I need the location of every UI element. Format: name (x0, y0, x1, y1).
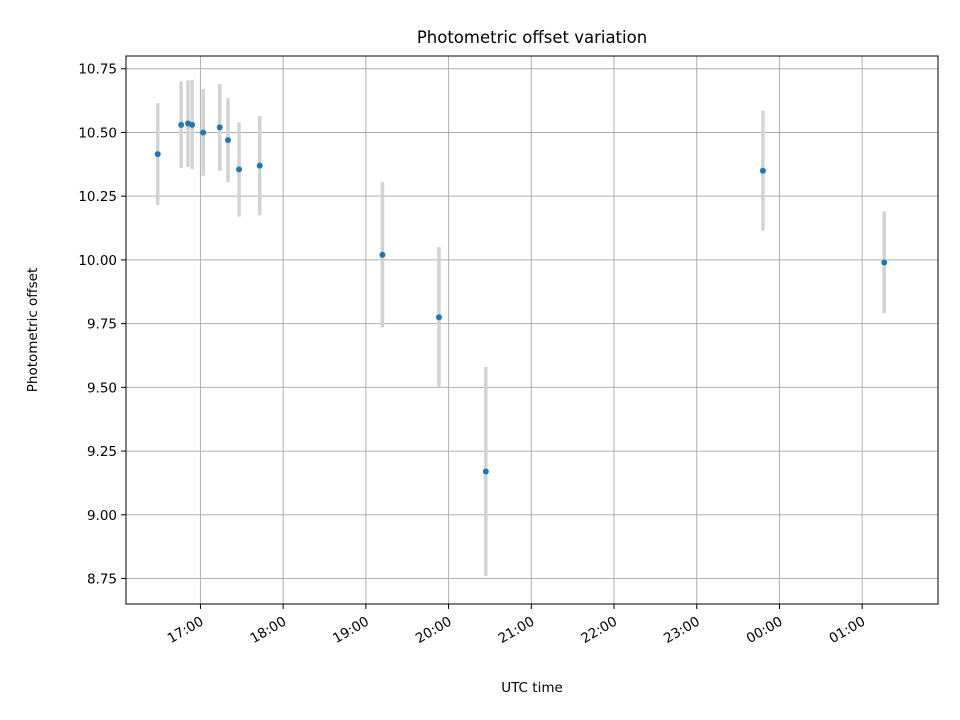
data-points (154, 120, 888, 475)
data-point (236, 166, 243, 173)
y-tick-label: 9.25 (87, 444, 117, 460)
y-tick-label: 8.75 (87, 572, 117, 588)
y-tick-label: 9.00 (87, 508, 117, 524)
y-tick-label: 10.50 (78, 125, 117, 141)
data-point (178, 121, 185, 128)
data-point (189, 121, 196, 128)
data-point (759, 167, 766, 174)
grid-lines (126, 56, 938, 604)
data-point (482, 468, 489, 475)
data-point (154, 151, 161, 158)
chart-title: Photometric offset variation (417, 28, 647, 47)
data-point (256, 162, 263, 169)
data-point (225, 137, 232, 144)
data-point (216, 124, 223, 131)
y-tick-label: 9.50 (87, 380, 117, 396)
y-tick-label: 10.25 (78, 189, 117, 205)
y-axis-label: Photometric offset (25, 268, 41, 392)
data-point (881, 259, 888, 266)
x-axis-label: UTC time (501, 680, 563, 696)
plot-frame (125, 55, 939, 605)
data-point (200, 129, 207, 136)
y-tick-label: 10.00 (78, 253, 117, 269)
data-point (435, 314, 442, 321)
y-tick-label: 10.75 (78, 62, 117, 78)
y-tick-label: 9.75 (87, 317, 117, 333)
data-point (379, 251, 386, 258)
